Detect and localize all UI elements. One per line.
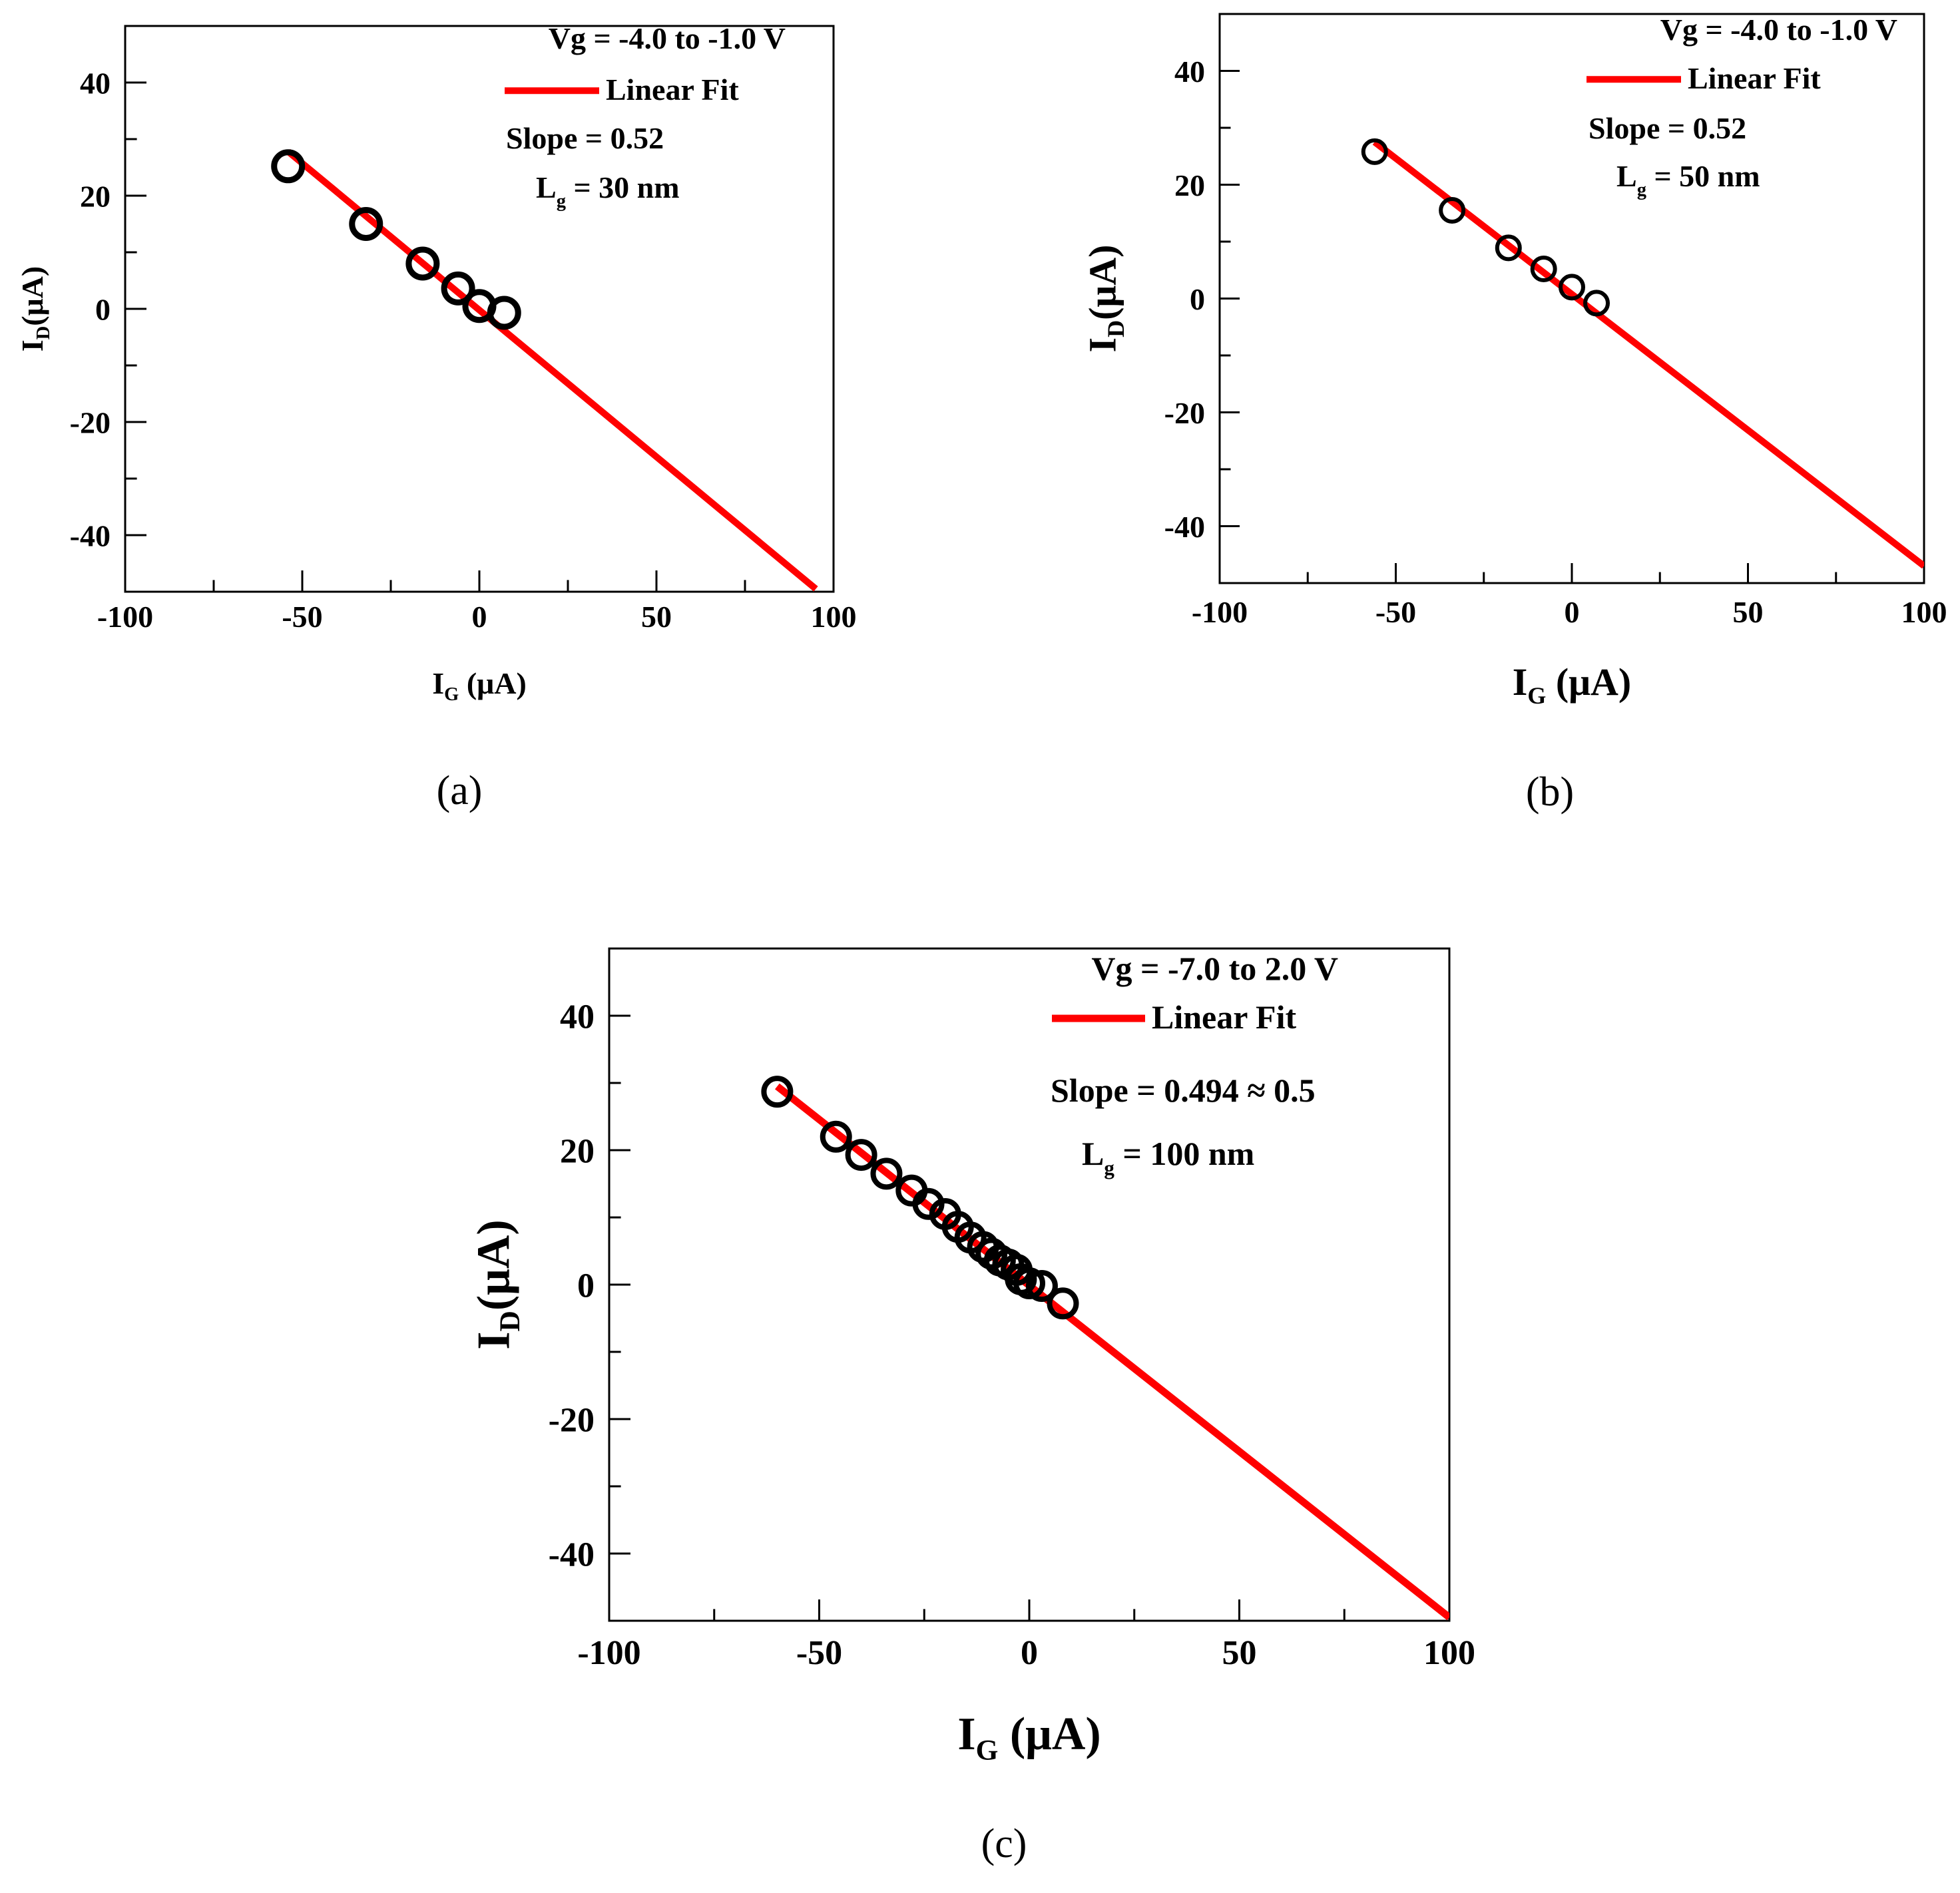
data-point [1439,196,1466,224]
slope-annotation: Slope = 0.494 ≈ 0.5 [1051,1072,1316,1109]
x-tick-label: 100 [811,600,857,634]
x-tick-label: 50 [1222,1634,1257,1672]
y-tick-label: 40 [560,998,595,1036]
chart-panel-1: -100 -50 0 50 100 -40 -20 0 20 40 IG (μA) ID(μA) Vg … [15,21,856,813]
data-point [405,246,440,281]
x-tick-label: 50 [1733,595,1764,629]
slope-annotation: Slope = 0.52 [1589,111,1746,145]
x-tick-label: -50 [1375,595,1416,629]
data-point [820,1120,852,1153]
x-tick-label: 0 [1021,1634,1038,1672]
data-point [1013,1267,1045,1299]
x-tick-label: 0 [1565,595,1580,629]
x-tick-label: -50 [796,1634,842,1672]
y-tick-label: -20 [1164,396,1205,430]
x-axis-title: IG (μA) [432,666,527,705]
legend-entry-linear-fit: Linear Fit [606,73,739,106]
legend-title: Vg = -7.0 to 2.0 V [1091,950,1338,987]
y-tick-label: 20 [1174,168,1205,202]
panel-label: (c) [981,1821,1027,1866]
y-tick-label: -20 [549,1402,595,1440]
gate-length-annotation: Lg = 30 nm [536,170,680,212]
data-point [441,271,475,306]
panel-label: (a) [437,768,483,813]
y-tick-label: 0 [95,293,111,327]
y-tick-label: 20 [560,1133,595,1171]
y-tick-label: -40 [70,519,111,553]
x-tick-label: -100 [577,1634,640,1672]
y-tick-label: -20 [70,406,111,440]
y-tick-label: -40 [1164,510,1205,544]
y-tick-label: 40 [1174,55,1205,89]
data-point [761,1076,794,1108]
data-point [1583,290,1610,317]
data-point [271,149,306,184]
x-tick-label: 100 [1423,1634,1475,1672]
y-tick-label: 20 [80,180,111,214]
data-point [1361,138,1388,165]
y-axis-title: ID(μA) [469,1219,526,1349]
panel-label: (b) [1526,769,1574,815]
legend-entry-linear-fit: Linear Fit [1688,61,1821,95]
data-point [349,207,383,241]
x-tick-label: 0 [472,600,487,634]
x-tick-label: -100 [97,600,153,634]
gate-length-annotation: Lg = 50 nm [1616,159,1760,200]
gate-length-annotation: Lg = 100 nm [1082,1135,1254,1179]
x-tick-label: 100 [1901,595,1947,629]
y-tick-label: 0 [1190,282,1205,316]
data-point [1495,234,1522,262]
y-axis-title: ID(μA) [1081,245,1129,353]
linear-fit-line [286,148,818,592]
data-point [487,296,521,330]
data-point [1530,256,1557,283]
x-tick-label: -50 [282,600,322,634]
slope-annotation: Slope = 0.52 [506,121,664,155]
data-point [912,1187,945,1220]
chart-panel-3: -100 -50 0 50 100 -40 -20 0 20 40 IG (μA) ID(μA) Vg … [469,947,1475,1866]
legend-title: Vg = -4.0 to -1.0 V [1660,13,1897,47]
y-tick-label: 40 [80,67,111,101]
y-tick-label: 0 [577,1267,595,1305]
y-tick-label: -40 [549,1536,595,1574]
x-tick-label: -100 [1192,595,1248,629]
linear-fit-line [774,1083,1449,1621]
x-axis-title: IG (μA) [1513,660,1631,709]
data-point [870,1157,903,1190]
data-point [845,1139,877,1171]
legend-entry-linear-fit: Linear Fit [1152,998,1296,1036]
legend-title: Vg = -4.0 to -1.0 V [549,21,786,55]
x-tick-label: 50 [641,600,672,634]
data-point [1559,274,1585,301]
data-point [1025,1270,1058,1303]
data-point [1047,1287,1079,1320]
x-axis-title: IG (μA) [957,1709,1101,1766]
linear-fit-line [1372,139,1924,569]
chart-panel-2: -100 -50 0 50 100 -40 -20 0 20 40 IG (μA) ID(μA) Vg … [1081,13,1947,815]
y-axis-title: ID(μA) [15,266,54,351]
